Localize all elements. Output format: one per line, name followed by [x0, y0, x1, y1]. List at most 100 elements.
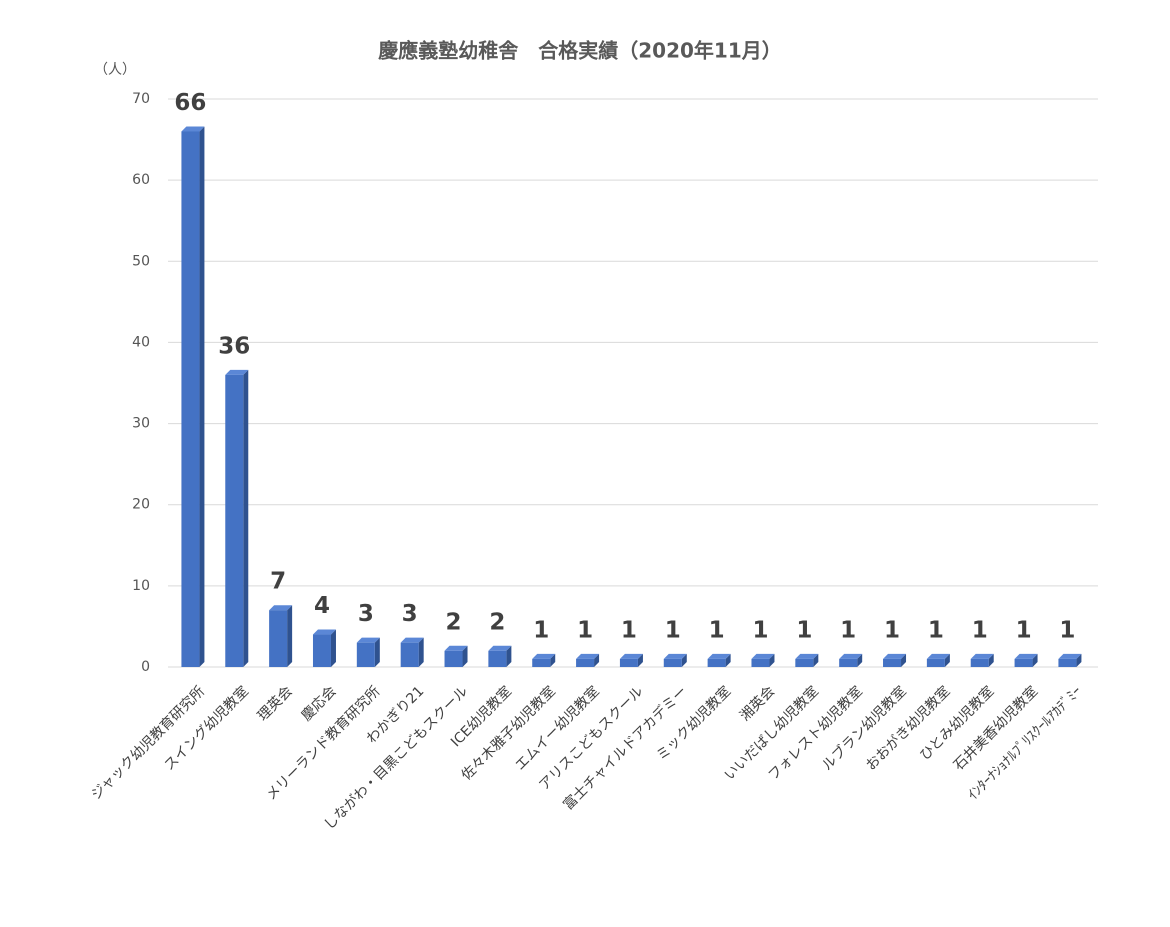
data-label: 36: [218, 333, 250, 359]
data-label: 1: [621, 617, 637, 643]
bar-side: [330, 629, 336, 667]
bar-top: [663, 653, 687, 659]
y-tick-label: 0: [141, 659, 150, 675]
x-tick-label: ひとみ幼児教室: [916, 683, 997, 764]
bar-side: [725, 653, 731, 667]
data-label: 1: [533, 617, 549, 643]
bar-side: [199, 126, 205, 667]
bar-side: [769, 653, 775, 667]
bar: [225, 374, 244, 667]
bar: [619, 658, 638, 667]
bar: [312, 634, 331, 667]
bar: [400, 642, 419, 667]
data-label: 1: [884, 617, 900, 643]
bar: [488, 650, 507, 667]
y-tick-label: 60: [132, 172, 150, 188]
y-axis-unit: （人）: [94, 62, 136, 78]
bar-side: [550, 653, 556, 667]
bar-side: [374, 637, 380, 667]
bar-side: [506, 645, 512, 667]
data-label: 7: [270, 569, 286, 595]
bar: [181, 131, 200, 667]
x-tick-label: 慶応会: [299, 683, 340, 724]
bar-side: [813, 653, 819, 667]
bar-top: [181, 126, 205, 132]
y-tick-label: 70: [132, 91, 150, 107]
bar-top: [532, 653, 556, 659]
bar-top: [1014, 653, 1038, 659]
bar: [663, 658, 682, 667]
bar-top: [444, 645, 468, 651]
bar-top: [488, 645, 512, 651]
bar-top: [619, 653, 643, 659]
y-tick-label: 20: [132, 497, 150, 513]
y-tick-label: 10: [132, 578, 150, 594]
bar-top: [400, 637, 424, 643]
bar-top: [883, 653, 907, 659]
bar-top: [970, 653, 994, 659]
bar: [926, 658, 945, 667]
bar-top: [269, 605, 293, 611]
chart-title: 慶應義塾幼稚舎 合格実績（2020年11月）: [378, 39, 782, 63]
bar-top: [576, 653, 600, 659]
bar-side: [681, 653, 687, 667]
bar: [707, 658, 726, 667]
bar: [532, 658, 551, 667]
bar-side: [857, 653, 863, 667]
bar: [1058, 658, 1077, 667]
bar-side: [243, 369, 249, 667]
bar-top: [312, 629, 336, 635]
bar-side: [637, 653, 643, 667]
data-label: 3: [402, 601, 418, 627]
bar: [269, 610, 288, 667]
data-label: 1: [709, 617, 725, 643]
bar-top: [839, 653, 863, 659]
data-label: 4: [314, 593, 330, 619]
data-label: 3: [358, 601, 374, 627]
bar-top: [1058, 653, 1082, 659]
bar: [444, 650, 463, 667]
data-label: 2: [446, 609, 462, 635]
bar-side: [287, 605, 293, 667]
data-label: 1: [577, 617, 593, 643]
y-tick-label: 30: [132, 416, 150, 432]
bar-top: [795, 653, 819, 659]
data-label: 1: [796, 617, 812, 643]
x-tick-label: ミック幼児教室: [653, 683, 734, 764]
bar-side: [988, 653, 994, 667]
data-label: 66: [174, 90, 206, 116]
bar-side: [594, 653, 600, 667]
bar-side: [462, 645, 468, 667]
bar-side: [1076, 653, 1082, 667]
x-tick-label: 理英会: [254, 683, 296, 725]
data-label: 2: [489, 609, 505, 635]
bar: [1014, 658, 1033, 667]
bar: [356, 642, 375, 667]
data-label: 1: [1016, 617, 1032, 643]
bar-top: [926, 653, 950, 659]
bar: [576, 658, 595, 667]
bar-side: [901, 653, 907, 667]
data-label: 1: [665, 617, 681, 643]
bar: [883, 658, 902, 667]
y-tick-label: 40: [132, 334, 150, 350]
bar: [751, 658, 770, 667]
data-label: 1: [840, 617, 856, 643]
bar-top: [751, 653, 775, 659]
data-label: 1: [928, 617, 944, 643]
bar: [839, 658, 858, 667]
bar-top: [356, 637, 380, 643]
data-label: 1: [1059, 617, 1075, 643]
bar-side: [418, 637, 424, 667]
bar-top: [707, 653, 731, 659]
bar-side: [1032, 653, 1038, 667]
x-tick-label: 湘英会: [736, 683, 778, 725]
bar: [970, 658, 989, 667]
bar-top: [225, 369, 249, 375]
y-tick-label: 50: [132, 253, 150, 269]
data-label: 1: [752, 617, 768, 643]
data-label: 1: [972, 617, 988, 643]
bar-side: [944, 653, 950, 667]
bar: [795, 658, 814, 667]
